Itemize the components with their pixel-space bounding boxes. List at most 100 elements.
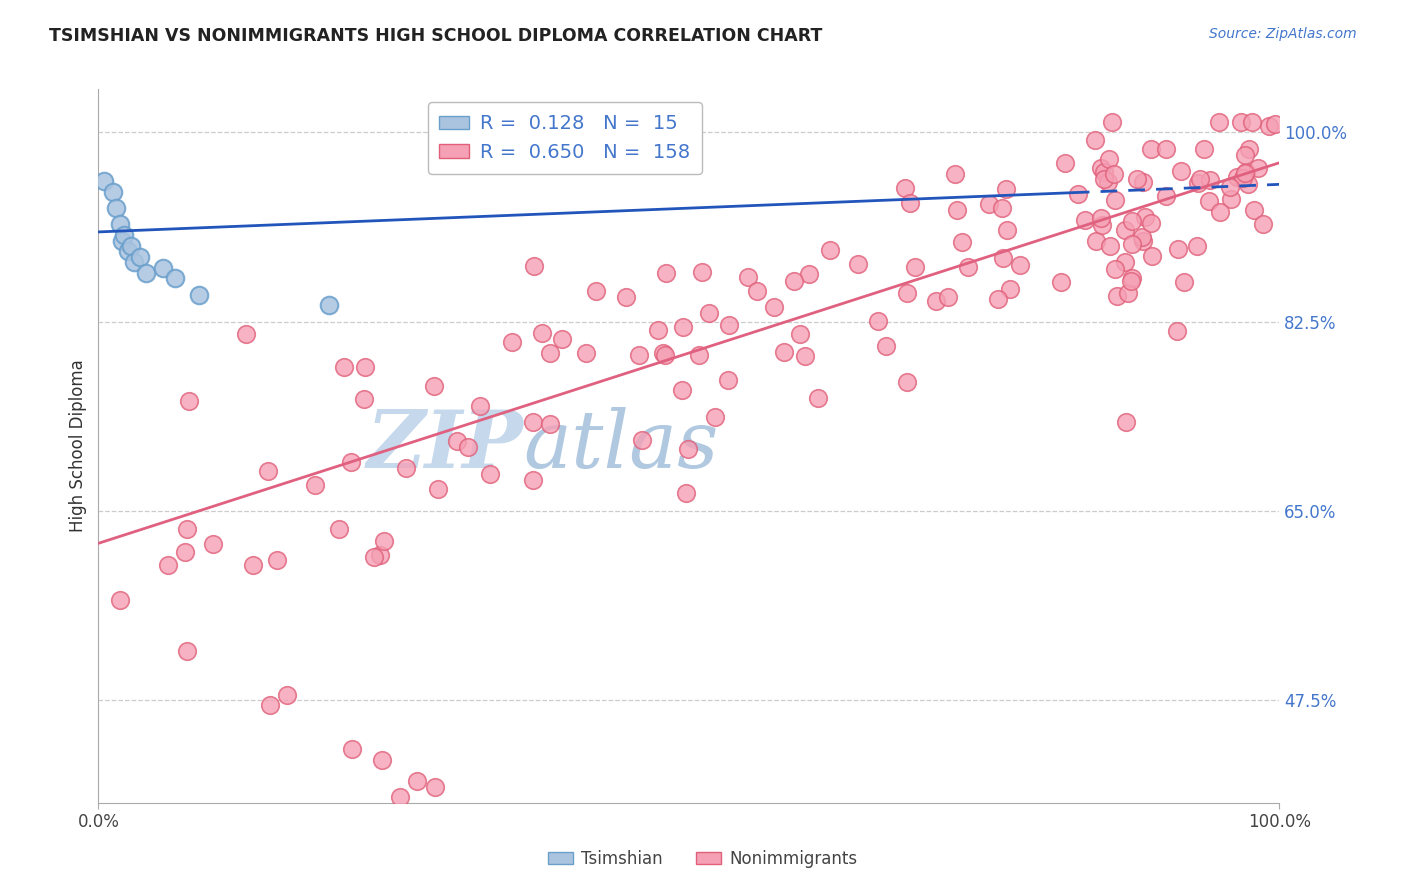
Point xyxy=(538,345,561,359)
Point xyxy=(672,320,695,334)
Point xyxy=(1234,165,1257,179)
Point xyxy=(1140,142,1163,156)
Point xyxy=(108,218,131,232)
Point xyxy=(1185,239,1208,253)
Point xyxy=(538,417,561,431)
Point xyxy=(427,483,450,497)
Point xyxy=(522,415,544,429)
Point xyxy=(1010,259,1032,273)
Point xyxy=(1090,211,1112,225)
Point xyxy=(388,790,411,805)
Point xyxy=(688,348,710,362)
Point xyxy=(1192,142,1215,156)
Point xyxy=(468,399,491,413)
Point xyxy=(1230,114,1253,128)
Point xyxy=(135,266,157,280)
Point xyxy=(523,259,546,273)
Point xyxy=(1154,189,1177,203)
Point xyxy=(654,266,676,280)
Point xyxy=(671,383,693,397)
Point xyxy=(1208,114,1230,128)
Point xyxy=(1099,239,1122,253)
Point xyxy=(697,306,720,320)
Point xyxy=(1121,271,1143,285)
Point xyxy=(1234,166,1257,180)
Point xyxy=(1114,255,1136,269)
Point xyxy=(717,318,740,332)
Point xyxy=(898,195,921,210)
Point xyxy=(1092,164,1115,178)
Point xyxy=(630,433,652,447)
Point xyxy=(675,486,697,500)
Y-axis label: High School Diploma: High School Diploma xyxy=(69,359,87,533)
Point xyxy=(121,239,143,253)
Point xyxy=(152,260,174,275)
Point xyxy=(423,379,446,393)
Point xyxy=(894,181,917,195)
Point xyxy=(1226,170,1249,185)
Point xyxy=(1130,230,1153,244)
Text: ZIP: ZIP xyxy=(367,408,523,484)
Point xyxy=(690,265,713,279)
Point xyxy=(1132,175,1154,189)
Point xyxy=(875,339,897,353)
Point xyxy=(259,698,281,713)
Point xyxy=(242,558,264,572)
Point xyxy=(991,202,1014,216)
Point xyxy=(628,348,651,362)
Point xyxy=(112,228,135,243)
Point xyxy=(1199,173,1222,187)
Point xyxy=(946,202,969,217)
Point xyxy=(101,185,124,199)
Point xyxy=(676,442,699,456)
Point xyxy=(1188,172,1211,186)
Text: Source: ZipAtlas.com: Source: ZipAtlas.com xyxy=(1209,27,1357,41)
Point xyxy=(763,300,786,314)
Point xyxy=(342,741,364,756)
Point xyxy=(446,434,468,448)
Point xyxy=(737,270,759,285)
Point xyxy=(1084,234,1107,248)
Point xyxy=(994,181,1017,195)
Point xyxy=(1115,415,1137,429)
Point xyxy=(575,346,598,360)
Point xyxy=(1234,148,1257,162)
Point xyxy=(977,197,1000,211)
Point xyxy=(654,348,676,362)
Point xyxy=(991,251,1014,265)
Point xyxy=(1054,156,1077,170)
Point xyxy=(1084,133,1107,147)
Point xyxy=(551,332,574,346)
Point xyxy=(1156,143,1178,157)
Point xyxy=(797,267,820,281)
Point xyxy=(111,234,134,248)
Point xyxy=(373,534,395,549)
Point xyxy=(868,314,890,328)
Point xyxy=(1092,172,1115,186)
Point xyxy=(276,688,298,702)
Point xyxy=(950,235,973,250)
Point xyxy=(745,284,768,298)
Point xyxy=(1116,286,1139,301)
Point xyxy=(328,522,350,536)
Point xyxy=(1220,192,1243,206)
Point xyxy=(1097,153,1119,167)
Point xyxy=(340,455,363,469)
Point xyxy=(1232,170,1254,185)
Point xyxy=(531,326,554,340)
Point xyxy=(173,545,195,559)
Point xyxy=(363,550,385,565)
Point xyxy=(1167,242,1189,256)
Point xyxy=(614,290,637,304)
Point xyxy=(1258,120,1281,134)
Point xyxy=(1219,179,1241,194)
Legend: R =  0.128   N =  15, R =  0.650   N =  158: R = 0.128 N = 15, R = 0.650 N = 158 xyxy=(427,103,702,174)
Point xyxy=(257,464,280,478)
Point xyxy=(501,335,523,350)
Point xyxy=(1241,114,1264,128)
Point xyxy=(1091,218,1114,232)
Point xyxy=(93,174,115,188)
Point xyxy=(1067,187,1090,202)
Point xyxy=(1121,214,1143,228)
Point xyxy=(807,392,830,406)
